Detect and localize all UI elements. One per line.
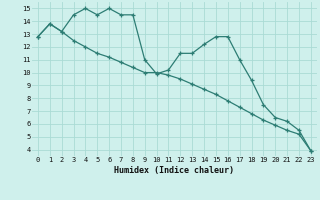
X-axis label: Humidex (Indice chaleur): Humidex (Indice chaleur) <box>115 166 234 175</box>
